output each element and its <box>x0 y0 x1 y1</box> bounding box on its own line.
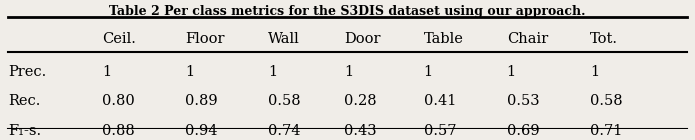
Text: Tot.: Tot. <box>590 32 618 46</box>
Text: 0.71: 0.71 <box>590 124 622 138</box>
Text: 0.58: 0.58 <box>590 94 623 108</box>
Text: Chair: Chair <box>507 32 548 46</box>
Text: 0.69: 0.69 <box>507 124 539 138</box>
Text: 1: 1 <box>344 65 353 79</box>
Text: Prec.: Prec. <box>8 65 47 79</box>
Text: 0.89: 0.89 <box>185 94 218 108</box>
Text: Door: Door <box>344 32 381 46</box>
Text: Rec.: Rec. <box>8 94 41 108</box>
Text: Ceil.: Ceil. <box>101 32 136 46</box>
Text: 1: 1 <box>101 65 111 79</box>
Text: 0.58: 0.58 <box>268 94 300 108</box>
Text: 0.94: 0.94 <box>185 124 218 138</box>
Text: 0.41: 0.41 <box>424 94 456 108</box>
Text: 0.88: 0.88 <box>101 124 135 138</box>
Text: 1: 1 <box>268 65 277 79</box>
Text: 1: 1 <box>507 65 516 79</box>
Text: 0.74: 0.74 <box>268 124 300 138</box>
Text: 0.28: 0.28 <box>344 94 377 108</box>
Text: 0.53: 0.53 <box>507 94 539 108</box>
Text: F₁-s.: F₁-s. <box>8 124 42 138</box>
Text: 1: 1 <box>185 65 194 79</box>
Text: 0.57: 0.57 <box>424 124 456 138</box>
Text: 0.43: 0.43 <box>344 124 377 138</box>
Text: 1: 1 <box>424 65 433 79</box>
Text: Table 2 Per class metrics for the S3DIS dataset using our approach.: Table 2 Per class metrics for the S3DIS … <box>109 5 586 18</box>
Text: 1: 1 <box>590 65 599 79</box>
Text: 0.80: 0.80 <box>101 94 135 108</box>
Text: Table: Table <box>424 32 464 46</box>
Text: Floor: Floor <box>185 32 224 46</box>
Text: Wall: Wall <box>268 32 300 46</box>
